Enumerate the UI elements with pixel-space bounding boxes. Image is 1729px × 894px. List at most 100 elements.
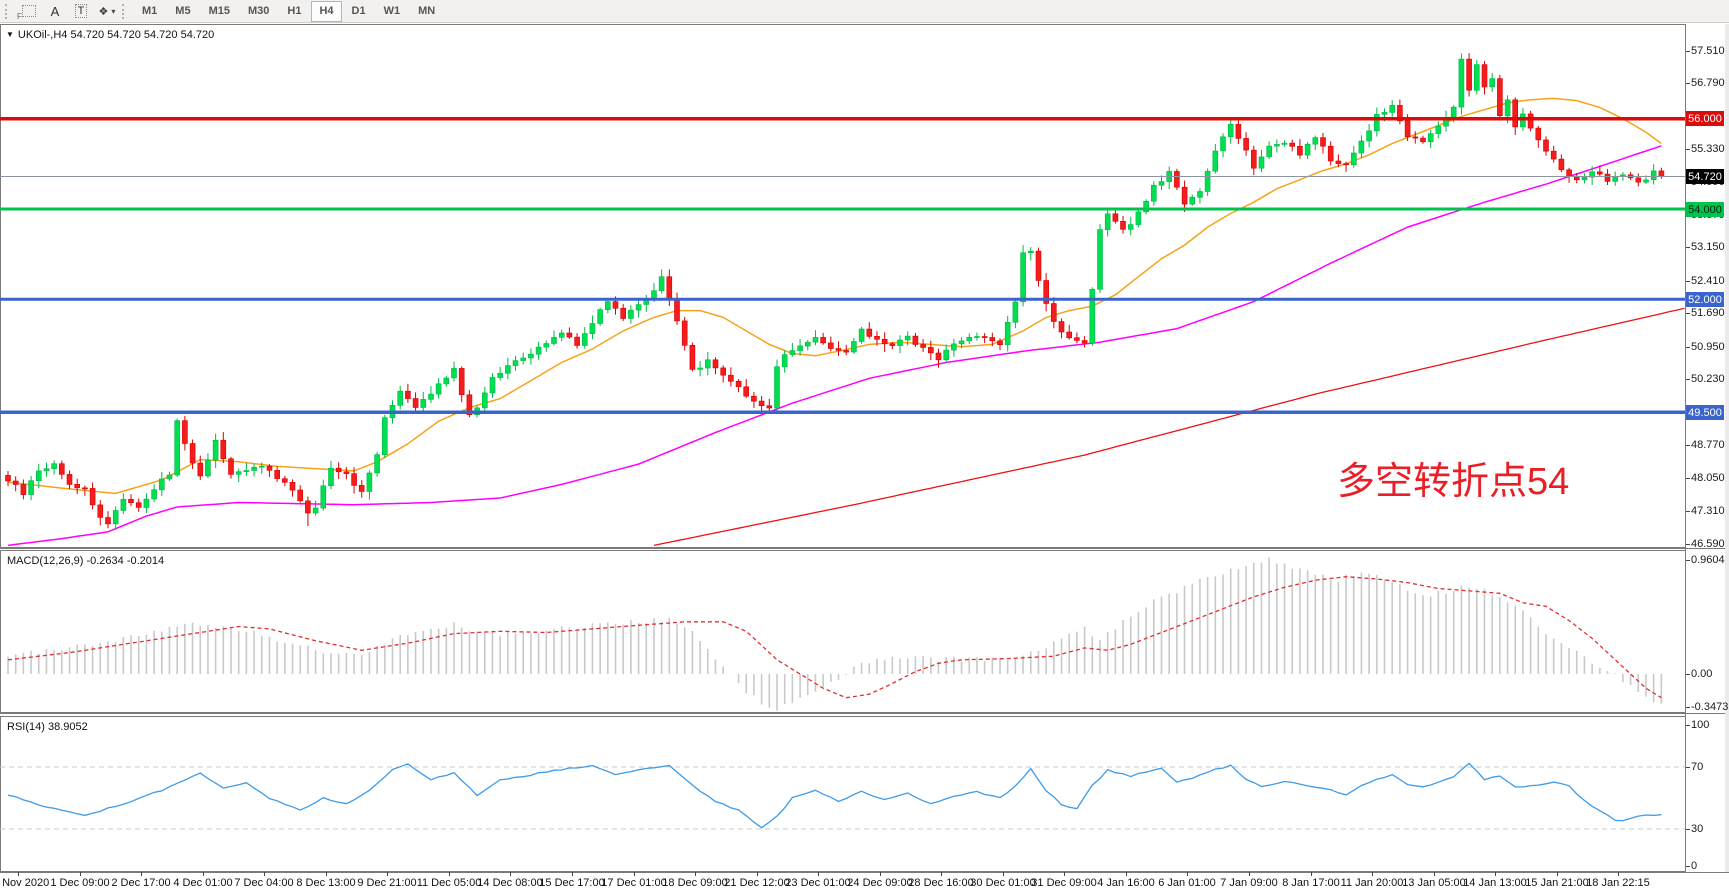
hline-price-label: 49.500 bbox=[1686, 405, 1724, 420]
chevron-down-icon: ▾ bbox=[111, 6, 116, 16]
time-tick-label: 18 Dec 09:00 bbox=[662, 877, 728, 889]
text-tool-button[interactable]: T bbox=[68, 2, 94, 21]
time-tick-label: 15 Jan 21:00 bbox=[1525, 877, 1589, 889]
timeframe-button-h1[interactable]: H1 bbox=[287, 4, 302, 17]
timeframe-button-m1[interactable]: M1 bbox=[142, 4, 158, 17]
time-tick-label: 1 Dec 09:00 bbox=[50, 877, 110, 889]
price-tick-label: 53.150 bbox=[1691, 241, 1725, 253]
time-tick-label: 23 Dec 01:00 bbox=[785, 877, 851, 889]
price-tick-label: 0.00 bbox=[1691, 668, 1713, 680]
chart-title: ▼ UKOil-,H4 54.720 54.720 54.720 54.720 bbox=[6, 29, 214, 41]
chart-title-text: UKOil-,H4 54.720 54.720 54.720 54.720 bbox=[17, 29, 215, 41]
time-tick-label: 30 Dec 01:00 bbox=[970, 877, 1036, 889]
timeframe-button-h4[interactable]: H4 bbox=[311, 0, 342, 22]
axis-tick bbox=[1686, 347, 1690, 348]
timeframe-button-w1[interactable]: W1 bbox=[383, 4, 401, 17]
hline-price-label: 54.000 bbox=[1686, 202, 1724, 217]
main-chart-panel[interactable] bbox=[0, 24, 1686, 548]
font-tool-button[interactable]: A bbox=[42, 2, 68, 21]
axis-tick bbox=[1686, 149, 1690, 150]
time-tick-label: 14 Jan 13:00 bbox=[1463, 877, 1527, 889]
selection-box-label: F bbox=[17, 11, 22, 21]
time-axis-tick bbox=[695, 872, 696, 876]
time-tick-label: 2 Dec 17:00 bbox=[111, 877, 171, 889]
price-tick-label: 0 bbox=[1691, 860, 1698, 872]
timeframe-button-mn[interactable]: MN bbox=[418, 4, 436, 17]
time-tick-label: 9 Dec 21:00 bbox=[357, 877, 417, 889]
axis-tick bbox=[1686, 478, 1690, 479]
selection-box-icon bbox=[22, 5, 36, 17]
time-axis-tick bbox=[1187, 872, 1188, 876]
axis-tick bbox=[1686, 247, 1690, 248]
time-axis-tick bbox=[387, 872, 388, 876]
toolbar-grip[interactable] bbox=[122, 3, 128, 19]
hline-price-label: 52.000 bbox=[1686, 292, 1724, 307]
macd-canvas[interactable] bbox=[0, 550, 1686, 713]
time-axis-tick bbox=[1003, 872, 1004, 876]
time-axis-tick bbox=[818, 872, 819, 876]
time-tick-label: 14 Dec 08:00 bbox=[477, 877, 543, 889]
price-tick-label: 56.790 bbox=[1691, 77, 1725, 89]
timeframe-button-m30[interactable]: M30 bbox=[247, 4, 270, 17]
price-tick-label: 30 bbox=[1691, 823, 1704, 835]
axis-tick bbox=[1686, 866, 1690, 867]
axis-tick bbox=[1686, 281, 1690, 282]
time-axis-tick bbox=[203, 872, 204, 876]
time-axis-tick bbox=[941, 872, 942, 876]
price-tick-label: 48.770 bbox=[1691, 439, 1725, 451]
axis-tick bbox=[1686, 83, 1690, 84]
timeframe-button-m5[interactable]: M5 bbox=[175, 4, 191, 17]
time-tick-label: 28 Dec 16:00 bbox=[908, 877, 974, 889]
time-axis-tick bbox=[1064, 872, 1065, 876]
axis-tick bbox=[1686, 707, 1690, 708]
text-t-icon: T bbox=[74, 4, 88, 18]
timeframe-button-m15[interactable]: M15 bbox=[208, 4, 230, 17]
timeframe-button-d1[interactable]: D1 bbox=[351, 4, 366, 17]
time-tick-label: 8 Jan 17:00 bbox=[1282, 877, 1340, 889]
scroll-strip[interactable] bbox=[1725, 24, 1729, 872]
price-tick-label: 51.690 bbox=[1691, 307, 1725, 319]
time-axis-tick bbox=[141, 872, 142, 876]
time-tick-label: 11 Dec 05:00 bbox=[416, 877, 482, 889]
time-axis-tick bbox=[572, 872, 573, 876]
time-axis-tick bbox=[1372, 872, 1373, 876]
drawing-tools-icon: ❖ bbox=[98, 5, 109, 18]
price-tick-label: 47.310 bbox=[1691, 505, 1725, 517]
time-tick-label: 17 Dec 01:00 bbox=[601, 877, 667, 889]
drawing-tools-button[interactable]: ❖ ▾ bbox=[94, 2, 120, 21]
price-tick-label: 70 bbox=[1691, 761, 1704, 773]
price-tick-label: 50.230 bbox=[1691, 373, 1725, 385]
time-tick-label: 4 Jan 16:00 bbox=[1097, 877, 1155, 889]
toolbar: F A T ❖ ▾ M1 M5 M15 M30 H1 H4 D1 W1 MN bbox=[0, 0, 1729, 23]
figure-select-button[interactable]: F bbox=[16, 2, 42, 21]
time-tick-label: 6 Jan 01:00 bbox=[1158, 877, 1216, 889]
price-tick-label: 52.410 bbox=[1691, 275, 1725, 287]
time-tick-label: 8 Dec 13:00 bbox=[296, 877, 356, 889]
time-axis-tick bbox=[80, 872, 81, 876]
time-tick-label: 15 Dec 17:00 bbox=[539, 877, 605, 889]
time-tick-label: 11 Jan 20:00 bbox=[1340, 877, 1404, 889]
time-axis-tick bbox=[1249, 872, 1250, 876]
axis-tick bbox=[1686, 560, 1690, 561]
trade-annotation: 多空转折点54 bbox=[1337, 461, 1570, 503]
price-tick-label: 55.330 bbox=[1691, 143, 1725, 155]
price-tick-label: 0.9604 bbox=[1691, 554, 1725, 566]
rsi-panel[interactable] bbox=[0, 716, 1686, 872]
time-axis-tick bbox=[326, 872, 327, 876]
time-tick-label: 4 Dec 01:00 bbox=[173, 877, 233, 889]
main-chart-canvas[interactable] bbox=[0, 24, 1686, 548]
rsi-canvas[interactable] bbox=[0, 716, 1686, 872]
font-a-icon: A bbox=[50, 3, 60, 19]
time-axis-tick bbox=[18, 872, 19, 876]
time-axis-tick bbox=[880, 872, 881, 876]
time-tick-label: 18 Jan 22:15 bbox=[1586, 877, 1650, 889]
toolbar-grip[interactable] bbox=[5, 3, 11, 19]
time-tick-label: 7 Jan 09:00 bbox=[1220, 877, 1278, 889]
time-axis-tick bbox=[1618, 872, 1619, 876]
time-axis-separator bbox=[0, 872, 1729, 873]
timeframe-button-group: M1 M5 M15 M30 H1 H4 D1 W1 MN bbox=[133, 0, 444, 22]
time-axis-tick bbox=[1126, 872, 1127, 876]
chart-dropdown-icon[interactable]: ▼ bbox=[6, 30, 14, 39]
time-axis-tick bbox=[264, 872, 265, 876]
time-tick-label: 24 Dec 09:00 bbox=[847, 877, 913, 889]
